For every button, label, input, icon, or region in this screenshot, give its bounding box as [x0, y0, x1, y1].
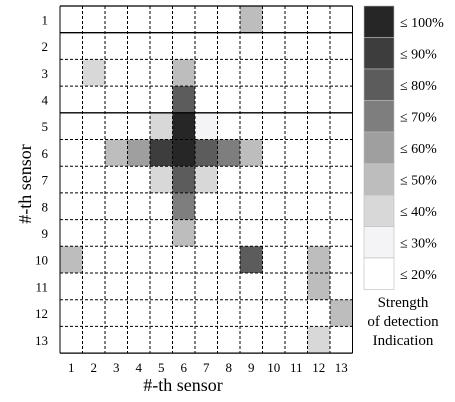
x-tick-label: 3	[113, 360, 120, 375]
heatmap-cell-r7-c6	[172, 166, 195, 193]
x-tick-label: 7	[203, 360, 210, 375]
y-tick-label: 2	[42, 39, 49, 54]
legend: ≤ 100% ≤ 90% ≤ 80% ≤ 70% ≤ 60% ≤ 50% ≤ 40% ≤ 30…	[363, 5, 444, 349]
x-tick-label: 12	[312, 360, 325, 375]
legend-label: ≤ 40%	[400, 205, 437, 220]
legend-label: ≤ 100%	[400, 16, 444, 31]
x-tick-label: 6	[181, 360, 188, 375]
y-tick-label: 11	[35, 279, 48, 294]
legend-title-line: of detection	[367, 314, 439, 330]
heatmap-cell-r1-c9	[240, 6, 263, 33]
legend-swatch	[363, 68, 395, 101]
heatmap-cell-r6-c9	[240, 139, 263, 167]
x-tick-label: 9	[248, 360, 255, 375]
x-tick-label: 11	[290, 360, 303, 375]
heatmap-cell-r8-c6	[172, 192, 195, 220]
y-tick-label: 10	[35, 253, 48, 268]
legend-swatch	[363, 100, 395, 133]
heatmap-cells	[60, 6, 353, 354]
x-tick-label: 13	[335, 360, 348, 375]
heatmap-cell-r7-c7	[195, 166, 218, 193]
heatmap-cell-r3-c6	[172, 59, 195, 87]
y-tick-label: 12	[35, 306, 48, 321]
x-tick-label: 10	[267, 360, 280, 375]
legend-label: ≤ 60%	[400, 142, 437, 157]
x-tick-label: 8	[226, 360, 233, 375]
heatmap-cell-r5-c6	[172, 112, 195, 140]
legend-swatch	[363, 5, 395, 38]
heatmap-cell-r6-c6	[172, 139, 195, 167]
heatmap-cell-r6-c7	[195, 139, 218, 167]
y-axis-label: #-th sensor	[15, 144, 35, 224]
legend-label: ≤ 70%	[400, 110, 437, 125]
heatmap-cell-r13-c12	[307, 326, 330, 354]
legend-swatch	[363, 163, 395, 196]
legend-swatch	[363, 226, 395, 259]
y-tick-label: 6	[42, 146, 49, 161]
x-tick-label: 5	[158, 360, 165, 375]
heatmap-cell-r11-c12	[307, 273, 330, 300]
heatmap-cell-r10-c9	[240, 246, 263, 273]
x-tick-label: 1	[68, 360, 75, 375]
y-tick-label: 9	[42, 226, 49, 241]
y-tick-label: 13	[35, 333, 48, 348]
legend-label: ≤ 80%	[400, 79, 437, 94]
heatmap-cell-r6-c3	[105, 139, 128, 167]
heatmap-cell-r5-c5	[150, 112, 173, 140]
legend-label: ≤ 50%	[400, 173, 437, 188]
heatmap-cell-r6-c8	[217, 139, 240, 167]
heatmap-cell-r6-c4	[127, 139, 150, 167]
legend-title-line: Indication	[373, 333, 434, 349]
heatmap-cell-r5-c7	[195, 112, 218, 140]
heatmap-cell-r6-c5	[150, 139, 173, 167]
legend-label: ≤ 90%	[400, 47, 437, 62]
x-axis-label: #-th sensor	[143, 375, 223, 395]
y-tick-label: 5	[42, 119, 49, 134]
heatmap-grid	[59, 5, 353, 354]
heatmap-cell-r9-c6	[172, 219, 195, 247]
legend-title-line: Strength	[378, 295, 429, 311]
heatmap-cell-r3-c2	[82, 59, 105, 87]
legend-label: ≤ 20%	[400, 268, 437, 283]
legend-swatch	[363, 257, 395, 290]
heatmap-cell-r4-c6	[172, 86, 195, 113]
y-tick-label: 1	[42, 12, 49, 27]
heatmap-cell-r7-c5	[150, 166, 173, 193]
x-tick-label: 4	[136, 360, 143, 375]
y-tick-label: 8	[42, 199, 49, 214]
x-tick-label: 2	[91, 360, 98, 375]
y-tick-label: 7	[42, 173, 49, 188]
y-tick-label: 4	[42, 92, 49, 107]
legend-label: ≤ 30%	[400, 236, 437, 251]
y-tick-label: 3	[42, 66, 49, 81]
legend-swatch	[363, 131, 395, 164]
heatmap-cell-r10-c12	[307, 246, 330, 273]
legend-swatch	[363, 194, 395, 227]
legend-swatch	[363, 37, 395, 70]
heatmap-cell-r12-c13	[330, 299, 353, 327]
heatmap-cell-r10-c1	[60, 246, 83, 273]
